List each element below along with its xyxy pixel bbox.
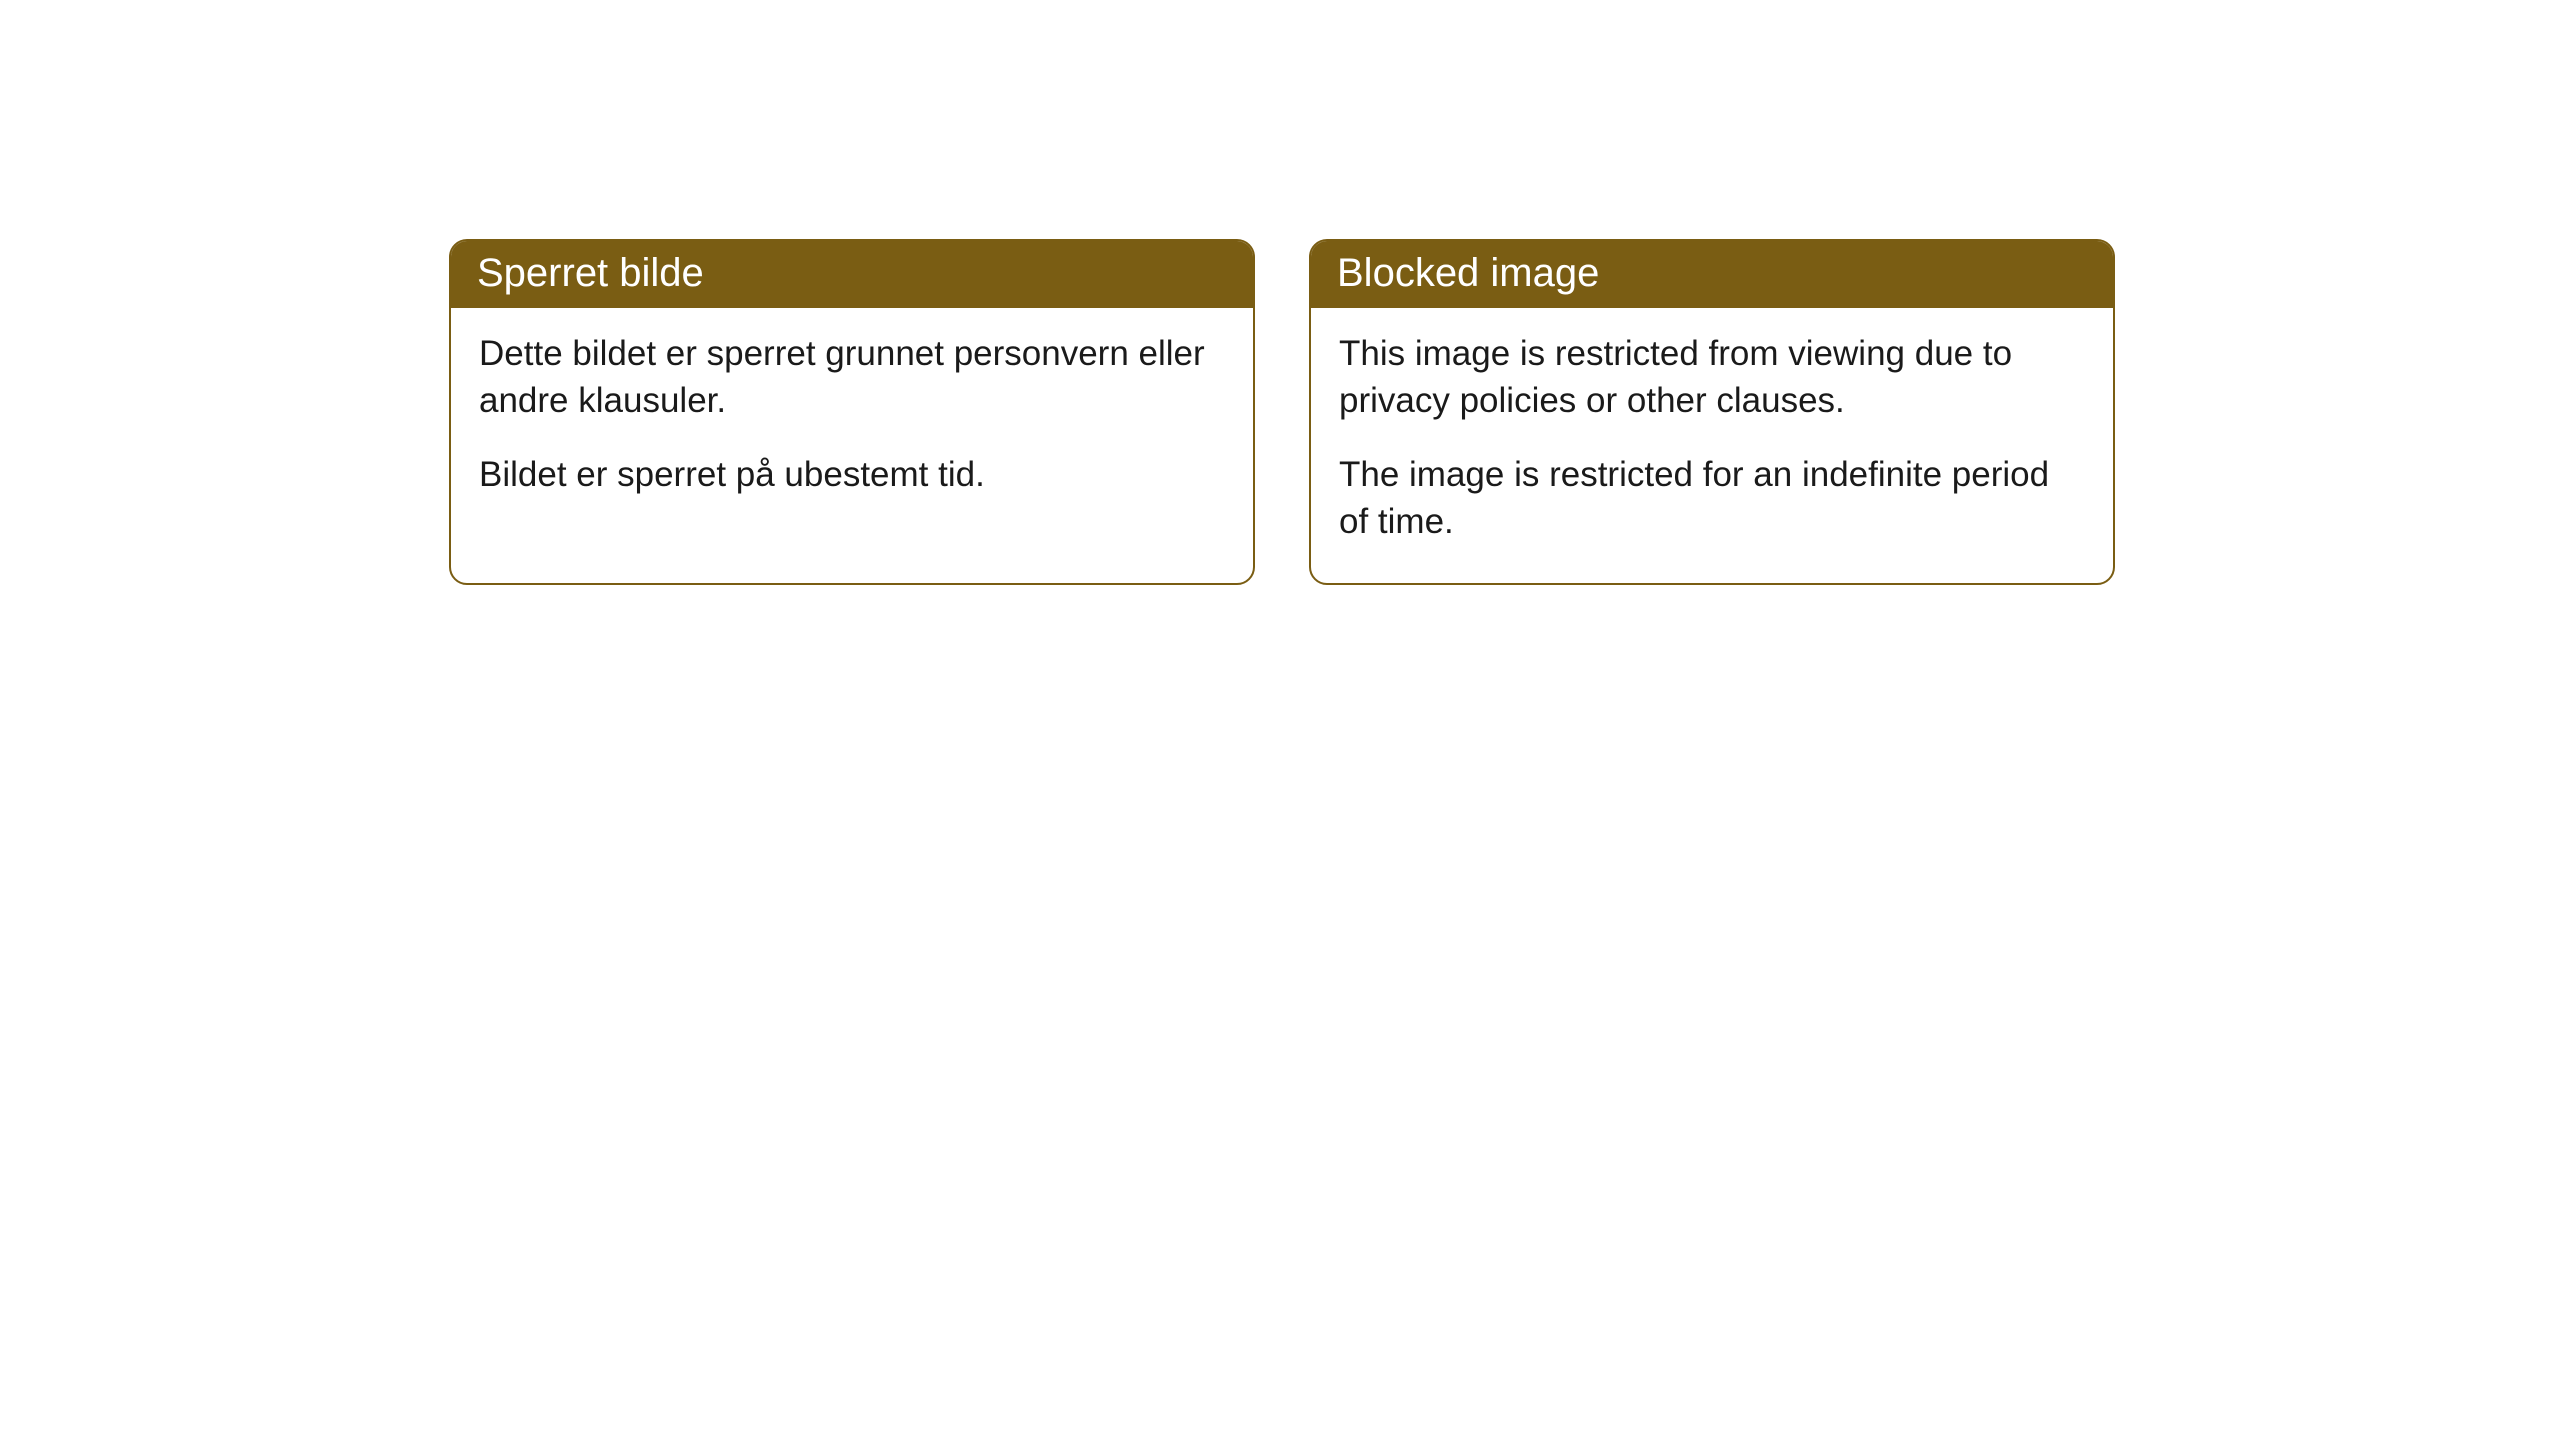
blocked-image-card-english: Blocked image This image is restricted f… — [1309, 239, 2115, 585]
card-paragraph: This image is restricted from viewing du… — [1339, 330, 2085, 425]
card-body-english: This image is restricted from viewing du… — [1311, 308, 2113, 583]
card-header-norwegian: Sperret bilde — [451, 241, 1253, 308]
card-paragraph: The image is restricted for an indefinit… — [1339, 451, 2085, 546]
card-paragraph: Dette bildet er sperret grunnet personve… — [479, 330, 1225, 425]
blocked-image-card-norwegian: Sperret bilde Dette bildet er sperret gr… — [449, 239, 1255, 585]
card-paragraph: Bildet er sperret på ubestemt tid. — [479, 451, 1225, 498]
card-body-norwegian: Dette bildet er sperret grunnet personve… — [451, 308, 1253, 536]
notice-cards-container: Sperret bilde Dette bildet er sperret gr… — [0, 0, 2560, 585]
card-header-english: Blocked image — [1311, 241, 2113, 308]
